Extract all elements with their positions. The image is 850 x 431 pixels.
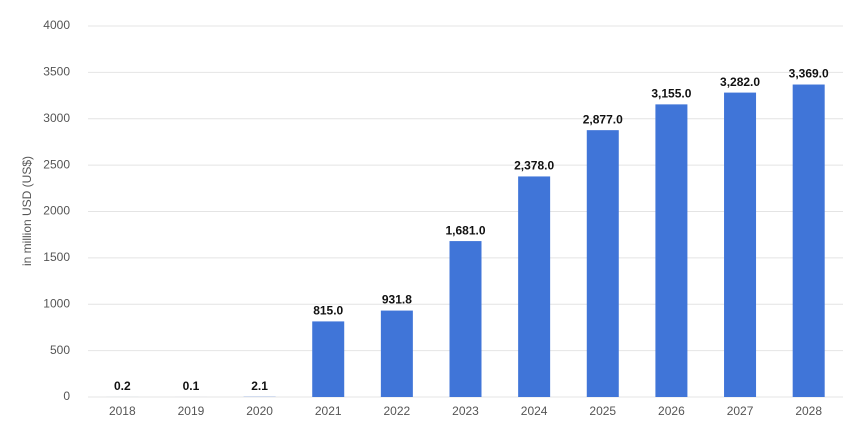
value-label: 2,378.0 bbox=[514, 159, 554, 173]
y-tick-label: 3000 bbox=[43, 111, 70, 125]
x-tick-label: 2018 bbox=[109, 404, 136, 418]
x-tick-label: 2025 bbox=[589, 404, 616, 418]
bar bbox=[792, 84, 825, 397]
x-tick-label: 2021 bbox=[315, 404, 342, 418]
bar bbox=[724, 92, 757, 398]
value-label: 2,877.0 bbox=[583, 112, 623, 126]
value-label: 3,155.0 bbox=[651, 87, 691, 101]
value-label: 0.1 bbox=[183, 379, 200, 393]
x-tick-label: 2023 bbox=[452, 404, 479, 418]
y-tick-label: 500 bbox=[50, 343, 70, 357]
bar bbox=[586, 130, 619, 397]
bar bbox=[380, 310, 413, 397]
x-tick-label: 2022 bbox=[384, 404, 411, 418]
value-label: 0.2 bbox=[114, 379, 131, 393]
value-label: 815.0 bbox=[313, 304, 343, 318]
bar bbox=[655, 104, 688, 397]
y-tick-label: 4000 bbox=[43, 18, 70, 32]
bar bbox=[449, 241, 482, 397]
y-tick-label: 2500 bbox=[43, 157, 70, 171]
x-tick-label: 2020 bbox=[246, 404, 273, 418]
value-label: 2.1 bbox=[251, 379, 268, 393]
value-label: 3,369.0 bbox=[789, 67, 829, 81]
bar bbox=[518, 176, 551, 397]
y-tick-label: 3500 bbox=[43, 65, 70, 79]
bar bbox=[312, 321, 345, 397]
x-tick-label: 2019 bbox=[178, 404, 205, 418]
value-label: 931.8 bbox=[382, 293, 412, 307]
y-tick-label: 1500 bbox=[43, 250, 70, 264]
y-tick-label: 2000 bbox=[43, 204, 70, 218]
y-tick-label: 1000 bbox=[43, 296, 70, 310]
x-tick-label: 2026 bbox=[658, 404, 685, 418]
x-tick-label: 2024 bbox=[521, 404, 548, 418]
x-tick-label: 2027 bbox=[727, 404, 754, 418]
y-tick-label: 0 bbox=[63, 389, 70, 403]
x-tick-label: 2028 bbox=[795, 404, 822, 418]
value-label: 1,681.0 bbox=[445, 223, 485, 237]
y-axis-label: in million USD (US$) bbox=[20, 156, 34, 266]
value-label: 3,282.0 bbox=[720, 75, 760, 89]
